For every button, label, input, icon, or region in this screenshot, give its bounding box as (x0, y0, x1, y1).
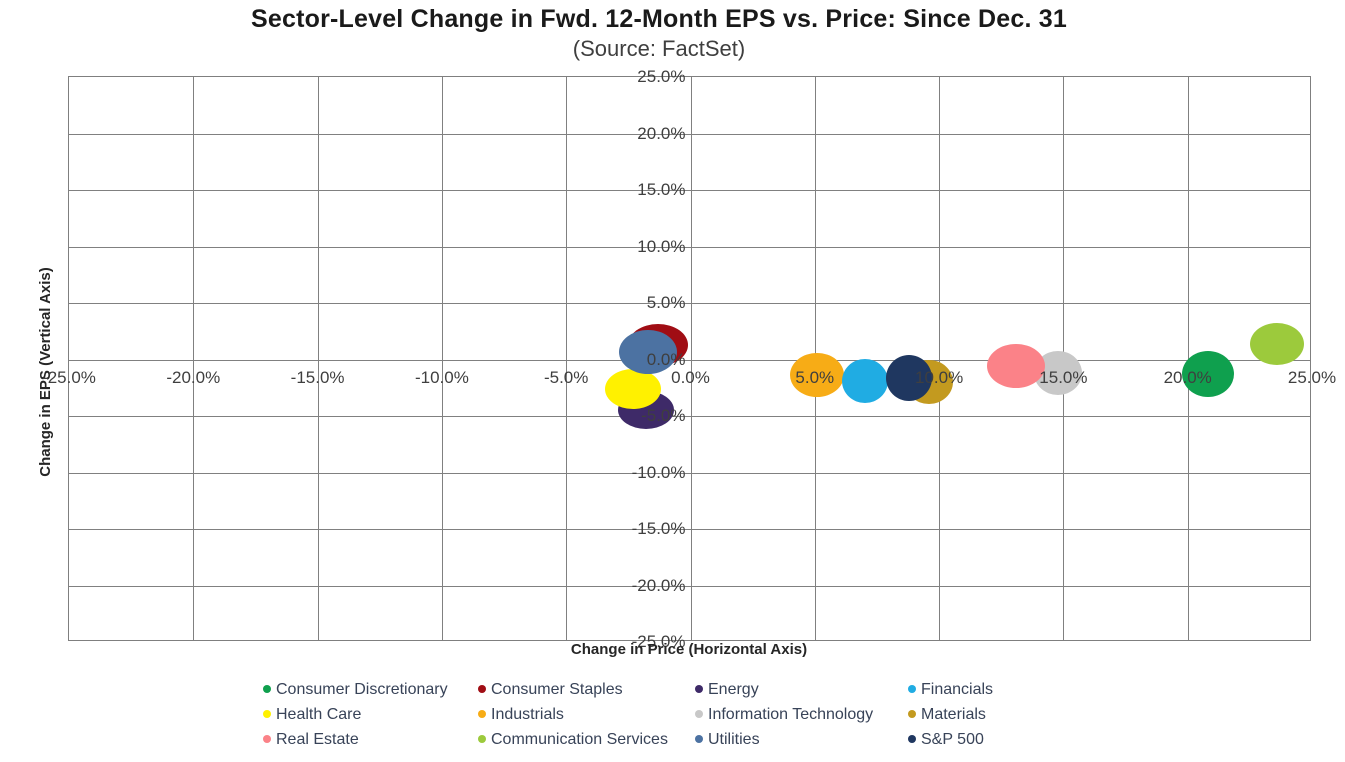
gridline-vertical (566, 77, 568, 640)
bubble-consumer-discretionary (1181, 351, 1234, 398)
gridline-horizontal (69, 472, 1310, 474)
legend-item-financials: Financials (908, 680, 993, 700)
legend-item-label: Financials (921, 681, 994, 698)
legend-item-consumer-discretionary: Consumer Discretionary (263, 680, 448, 700)
legend-marker-icon (695, 734, 703, 743)
y-tick-label: 10.0% (637, 236, 686, 256)
legend-item-materials: Materials (908, 705, 986, 725)
plot-area: -25.0% -20.0% -15.0% -10.0% -5.0% 0.0% 5.0% 10.… (42, 67, 1336, 651)
legend-item-label: Real Estate (276, 731, 359, 748)
x-tick-label: 15.0% (1039, 367, 1088, 387)
bubble-real-estate (987, 344, 1046, 389)
y-tick-label: 20.0% (637, 123, 686, 143)
legend-item-label: Health Care (276, 706, 362, 723)
x-tick-label: -15.0% (290, 367, 345, 387)
legend-item-label: Consumer Staples (491, 681, 623, 698)
gridline-horizontal (69, 133, 1310, 135)
legend-item-real-estate: Real Estate (263, 730, 359, 750)
legend-marker-icon (908, 734, 916, 743)
legend-marker-icon (263, 709, 271, 718)
y-tick-label: 25.0% (637, 67, 686, 86)
bubble-industrials (790, 353, 845, 398)
x-axis-title: Change in Price (Horizontal Axis) (570, 641, 808, 658)
x-tick-label: 25.0% (1287, 367, 1337, 387)
legend-marker-icon (695, 709, 703, 718)
legend-marker-icon (263, 734, 271, 743)
chart-legend: Consumer Discretionary Consumer Staples En… (0, 676, 1345, 756)
legend-item-label: Industrials (491, 706, 564, 723)
legend-item-energy: Energy (695, 680, 759, 700)
legend-item-label: S&P 500 (921, 731, 984, 748)
legend-item-health-care: Health Care (263, 705, 361, 725)
gridline-vertical (939, 77, 941, 640)
x-tick-label: 10.0% (914, 367, 964, 387)
legend-item-s-p-500: S&P 500 (908, 730, 984, 750)
bubble-communication-services (1250, 322, 1305, 365)
y-tick-label: 5.0% (646, 293, 686, 312)
legend-item-label: Utilities (708, 731, 760, 748)
legend-item-label: Consumer Discretionary (276, 681, 448, 698)
legend-item-label: Information Technology (708, 706, 874, 723)
x-tick-label: 5.0% (795, 367, 835, 387)
legend-item-industrials: Industrials (478, 705, 564, 725)
y-tick-label: 0.0% (646, 349, 686, 369)
y-tick-label: -10.0% (631, 462, 686, 482)
y-tick-label: 15.0% (637, 180, 686, 199)
gridline-vertical (690, 77, 692, 640)
legend-marker-icon (478, 684, 486, 693)
legend-marker-icon (478, 709, 486, 718)
chart-subtitle: (Source: FactSet) (572, 36, 746, 61)
y-tick-label: -20.0% (631, 575, 686, 595)
legend-item-communication-services: Communication Services (478, 730, 668, 750)
x-tick-label: -20.0% (166, 367, 221, 387)
bubble-health-care (605, 368, 662, 409)
legend-marker-icon (478, 734, 486, 743)
legend-item-label: Communication Services (491, 731, 668, 748)
bubble-financials (841, 358, 888, 403)
legend-marker-icon (263, 684, 271, 693)
y-tick-label: -5.0% (641, 406, 686, 425)
gridline-horizontal (69, 416, 1310, 417)
legend-item-consumer-staples: Consumer Staples (478, 680, 623, 700)
gridline-vertical (317, 77, 319, 640)
x-tick-label: 20.0% (1163, 367, 1212, 387)
x-tick-label: -25.0% (42, 367, 96, 387)
legend-item-information-technology: Information Technology (695, 705, 873, 725)
legend-item-utilities: Utilities (695, 730, 760, 750)
y-tick-label: -25.0% (631, 632, 686, 651)
x-tick-label: -5.0% (543, 367, 589, 387)
gridline-horizontal (69, 303, 1310, 304)
gridline-vertical (441, 77, 443, 640)
gridline-horizontal (69, 585, 1310, 587)
gridline-vertical (193, 77, 195, 640)
chart-title: Sector-Level Change in Fwd. 12-Month EPS… (250, 5, 1067, 33)
bubble-utilities (619, 329, 678, 374)
legend-marker-icon (908, 684, 916, 693)
bubble-s-p-500 (886, 354, 933, 401)
x-tick-label: 0.0% (671, 367, 710, 387)
y-tick-label: -15.0% (631, 519, 686, 538)
gridline-horizontal (69, 246, 1310, 248)
legend-marker-icon (908, 709, 916, 718)
legend-marker-icon (695, 684, 703, 693)
legend-item-label: Energy (708, 681, 759, 698)
gridline-horizontal (69, 190, 1310, 191)
x-tick-label: -10.0% (414, 367, 469, 387)
legend-item-label: Materials (921, 706, 986, 723)
gridline-horizontal (69, 359, 1310, 361)
gridline-horizontal (69, 529, 1310, 530)
